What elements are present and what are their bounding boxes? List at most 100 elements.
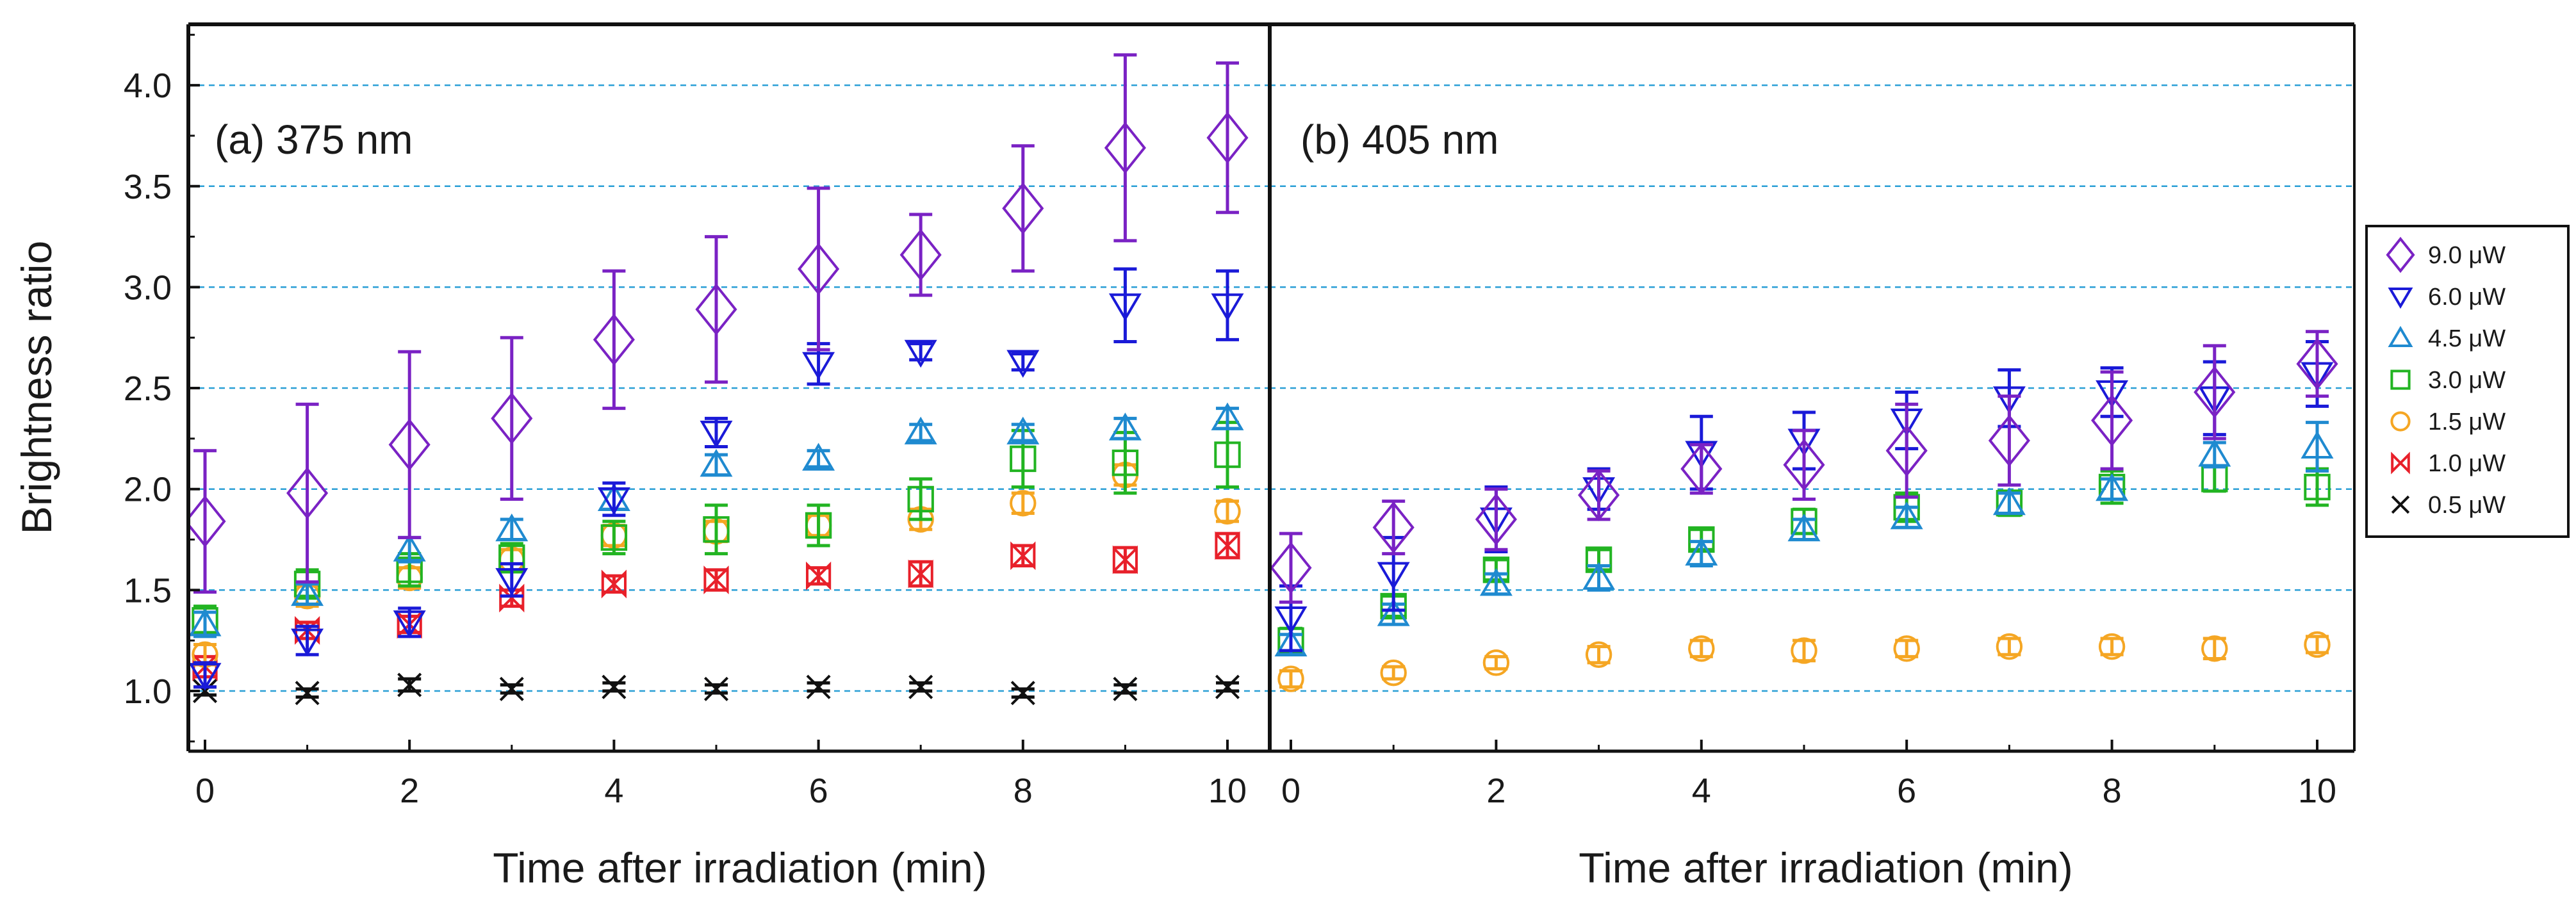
data-point (1112, 545, 1138, 574)
legend-label: 1.0 μW (2428, 450, 2506, 477)
data-point (1585, 641, 1612, 668)
data-point (495, 568, 529, 596)
data-point (802, 352, 835, 380)
data-point (2201, 635, 2228, 662)
x-tick-label: 0 (195, 772, 215, 810)
data-point (2194, 366, 2236, 419)
data-point (1992, 487, 2026, 516)
data-point (388, 418, 431, 471)
data-point (192, 678, 218, 704)
data-point (703, 676, 729, 701)
data-point (1996, 633, 2023, 660)
data-point (802, 443, 835, 471)
panel-a-plot-area (188, 53, 1249, 706)
data-point (188, 495, 226, 548)
data-point (593, 313, 635, 366)
data-point (806, 674, 831, 699)
y-tick-label: 4.0 (124, 67, 172, 105)
y-tick-label: 3.0 (124, 268, 172, 307)
data-point (1482, 649, 1510, 676)
data-point (1377, 598, 1410, 626)
data-point (695, 283, 737, 336)
data-point (1010, 541, 1036, 571)
data-point (188, 608, 222, 637)
panel-b-gridlines (1270, 84, 2354, 692)
y-tick-label: 1.0 (124, 672, 172, 711)
data-point (899, 229, 942, 281)
series-p9-b (1270, 330, 2338, 604)
legend-marker (2388, 288, 2413, 309)
data-point (188, 663, 222, 691)
data-point (1010, 445, 1037, 473)
data-point (495, 513, 529, 542)
data-point (2296, 337, 2338, 390)
data-point (703, 516, 730, 543)
data-point (798, 243, 840, 295)
data-point (1582, 562, 1616, 590)
legend-label: 1.5 μW (2428, 409, 2506, 435)
data-point (1108, 412, 1142, 441)
legend-label: 9.0 μW (2428, 242, 2506, 269)
data-point (1108, 293, 1142, 321)
y-tick-label: 2.0 (124, 471, 172, 509)
data-point (1002, 182, 1044, 235)
data-point (908, 674, 933, 699)
data-point (1783, 439, 1825, 491)
y-tick-label: 3.5 (124, 168, 172, 206)
data-point (2098, 633, 2126, 660)
data-point (1277, 665, 1304, 692)
y-tick-label: 2.5 (124, 370, 172, 408)
legend-marker (2386, 236, 2415, 273)
data-point (601, 569, 627, 599)
data-point (1680, 443, 1723, 495)
data-point (1893, 635, 1920, 662)
legend-marker (2388, 325, 2413, 347)
data-point (700, 449, 733, 477)
data-point (1010, 490, 1037, 517)
panel-b-label: (b) 405 nm (1300, 117, 1498, 163)
legend-marker (2391, 451, 2410, 475)
legend-box (2365, 225, 2570, 538)
legend-entry-p15: 1.5 μW (2390, 409, 2506, 435)
legend-entry-p9: 9.0 μW (2386, 236, 2506, 273)
x-tick-label: 2 (400, 772, 419, 810)
legend-entry-p1: 1.0 μW (2391, 450, 2506, 477)
legend-label: 0.5 μW (2428, 492, 2506, 519)
panel-a-label: (a) 375 nm (215, 117, 413, 163)
data-point (1274, 628, 1308, 656)
x-tick-label: 8 (2103, 772, 2122, 810)
legend-entry-p6: 6.0 μW (2388, 284, 2506, 311)
data-point (1685, 537, 1718, 566)
data-point (1988, 414, 2030, 467)
x-tick-label: 4 (1692, 772, 1711, 810)
data-point (1214, 441, 1241, 468)
legend: 9.0 μW 6.0 μW 4.5 μW 3.0 μW 1.5 μW 1.0 μW 0.5 … (2365, 225, 2570, 538)
legend-entry-p05: 0.5 μW (2391, 492, 2506, 519)
data-point (1211, 402, 1244, 430)
panel-a-frame (188, 24, 1270, 751)
data-point (1211, 293, 1244, 321)
x-axis-a: 0 2 4 6 8 10 (195, 740, 1247, 810)
data-point (1215, 674, 1240, 699)
data-point (393, 610, 426, 638)
legend-entry-p45: 4.5 μW (2388, 325, 2506, 352)
legend-items: 9.0 μW 6.0 μW 4.5 μW 3.0 μW 1.5 μW 1.0 μW 0.5 … (2386, 236, 2506, 519)
data-point (286, 467, 329, 519)
data-point (602, 674, 627, 699)
data-point (1787, 513, 1821, 542)
data-point (1380, 659, 1407, 687)
data-point (491, 392, 533, 445)
data-point (397, 672, 422, 697)
data-point (1104, 122, 1146, 174)
y-tick-label: 1.5 (124, 571, 172, 610)
data-point (291, 578, 324, 606)
legend-entry-p3: 3.0 μW (2390, 367, 2506, 394)
data-point (1377, 562, 1410, 590)
legend-label: 4.5 μW (2428, 325, 2506, 352)
x-tick-label: 6 (1897, 772, 1916, 810)
data-point (2304, 473, 2331, 501)
data-point (499, 676, 524, 701)
data-point (1992, 386, 2026, 414)
y-axis-title: Brightness ratio (13, 241, 60, 535)
